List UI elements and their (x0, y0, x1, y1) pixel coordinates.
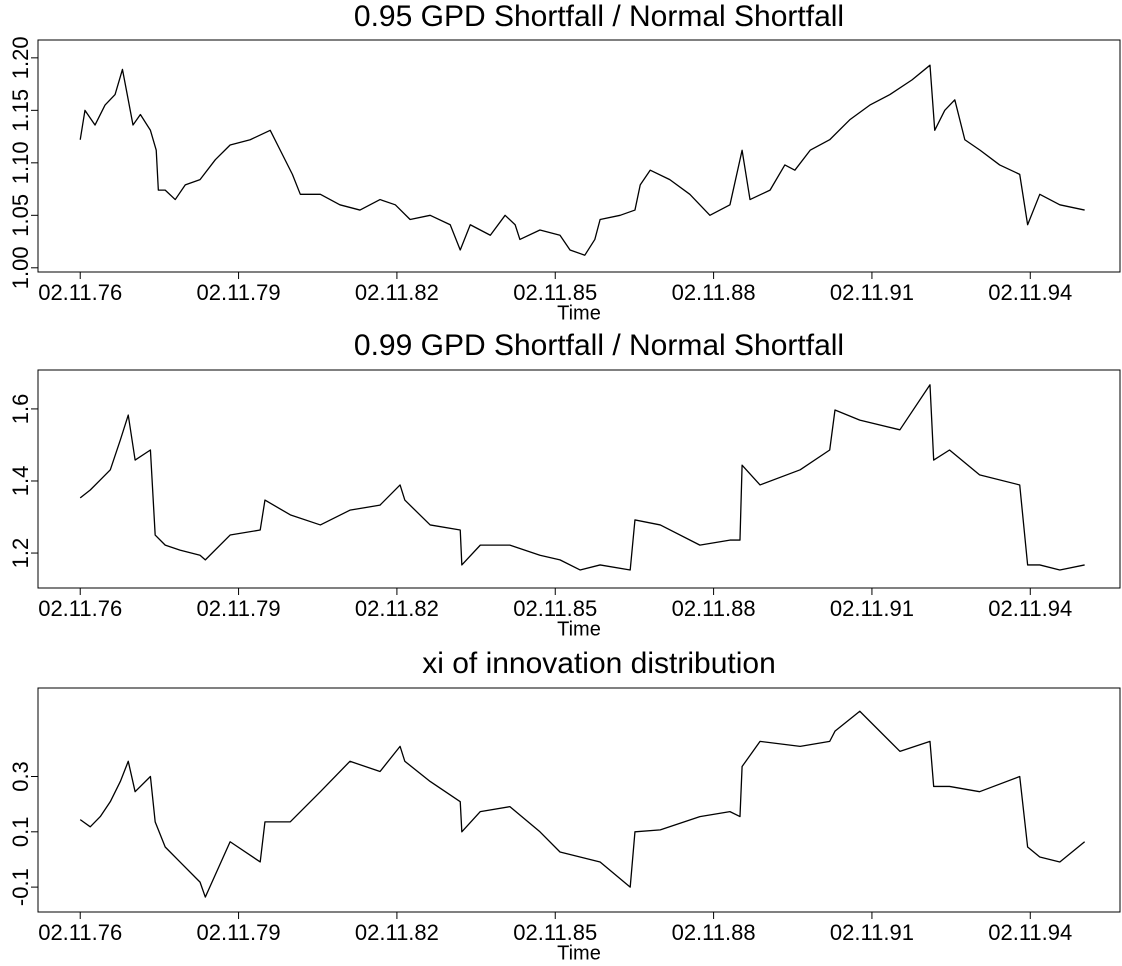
y-tick-label: 1.2 (8, 538, 33, 569)
y-tick-label: 1.10 (8, 141, 33, 184)
y-tick-label: 1.6 (8, 394, 33, 425)
x-axis-label: Time (557, 618, 601, 640)
chart-title: 0.99 GPD Shortfall / Normal Shortfall (354, 329, 844, 362)
x-tick-label: 02.11.88 (672, 596, 756, 621)
x-tick-label: 02.11.79 (197, 596, 281, 621)
x-tick-label: 02.11.88 (672, 280, 756, 305)
y-tick-label: 0.1 (8, 817, 33, 848)
x-tick-label: 02.11.76 (38, 920, 122, 945)
x-axis-label: Time (557, 302, 601, 324)
y-tick-label: 1.05 (8, 194, 33, 237)
x-tick-label: 02.11.76 (38, 280, 122, 305)
x-tick-label: 02.11.88 (672, 920, 756, 945)
y-tick-label: 1.20 (8, 36, 33, 79)
chart-title: 0.95 GPD Shortfall / Normal Shortfall (354, 0, 844, 33)
x-tick-label: 02.11.94 (988, 280, 1072, 305)
x-tick-label: 02.11.76 (38, 596, 122, 621)
x-tick-label: 02.11.79 (197, 920, 281, 945)
x-tick-label: 02.11.82 (355, 920, 439, 945)
y-tick-label: 1.4 (8, 466, 33, 497)
plot-frame (37, 687, 1121, 913)
data-line (79, 64, 1085, 256)
y-tick-label: -0.1 (8, 868, 33, 906)
x-tick-label: 02.11.79 (197, 280, 281, 305)
x-tick-label: 02.11.91 (830, 920, 914, 945)
y-tick-label: 1.15 (8, 89, 33, 132)
plot-frame (37, 39, 1121, 273)
x-tick-label: 02.11.94 (988, 920, 1072, 945)
x-tick-label: 02.11.82 (355, 596, 439, 621)
chart-title: xi of innovation distribution (422, 647, 776, 680)
x-axis-label: Time (557, 942, 601, 964)
x-tick-label: 02.11.91 (830, 280, 914, 305)
x-tick-label: 02.11.85 (513, 596, 597, 621)
y-tick-label: 1.00 (8, 246, 33, 289)
data-line (79, 710, 1086, 898)
y-tick-label: 0.3 (8, 761, 33, 792)
x-tick-label: 02.11.94 (988, 596, 1072, 621)
x-tick-label: 02.11.91 (830, 596, 914, 621)
data-line (79, 384, 1085, 571)
x-tick-label: 02.11.85 (513, 920, 597, 945)
plot-frame (37, 369, 1121, 589)
x-tick-label: 02.11.82 (355, 280, 439, 305)
x-tick-label: 02.11.85 (513, 280, 597, 305)
